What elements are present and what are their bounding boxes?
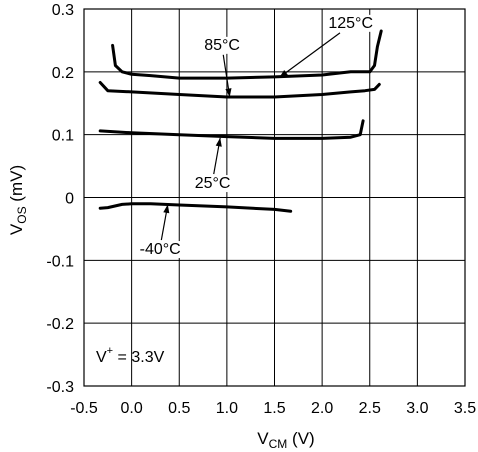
annotation-arrow-head (279, 70, 288, 78)
x-tick-label: 1.5 (263, 400, 285, 417)
x-tick-label: 2.5 (359, 400, 381, 417)
series-annotation: 85°C (204, 37, 240, 54)
annotation-background (137, 241, 183, 259)
series-line-85c (98, 81, 381, 99)
x-tick-label: 0.0 (121, 400, 143, 417)
plot-frame (83, 8, 466, 387)
series-annotation: 125°C (328, 15, 373, 32)
x-tick-label: -0.5 (70, 400, 98, 417)
x-tick-label: 1.0 (216, 400, 238, 417)
x-axis-label: VCM (V) (257, 429, 314, 451)
y-tick-label: -0.1 (46, 253, 74, 270)
y-tick-label: 0.1 (52, 128, 74, 145)
y-tick-label: -0.3 (46, 379, 74, 396)
annotation-background (192, 175, 233, 193)
annotation-arrow-line (278, 32, 341, 78)
condition-label: V+ = 3.3V (96, 345, 165, 366)
series-annotation: -40°C (140, 241, 181, 258)
y-tick-label: 0 (65, 191, 74, 208)
annotation-group: 125°C 85°C 25°C -40°C (137, 14, 376, 259)
x-tick-label: 3.5 (454, 400, 476, 417)
series-line-25c (98, 119, 365, 140)
grid (83, 8, 466, 387)
x-tick-label: 0.5 (168, 400, 190, 417)
annotation-arrow-head (215, 137, 222, 147)
annotation-arrow-head (225, 88, 232, 97)
y-axis-label: VOS (mV) (7, 165, 29, 235)
series-line-125c (111, 29, 383, 80)
y-tick-label: 0.3 (52, 2, 74, 19)
series-annotation: 25°C (195, 175, 231, 192)
annotation-background (326, 14, 376, 32)
annotation-arrow-head (163, 204, 170, 214)
y-tick-label: 0.2 (52, 65, 74, 82)
series-group (98, 29, 383, 213)
tick-labels: -0.5 0.0 0.5 1.0 1.5 2.0 2.5 3.0 3.5 0.3 0.2 0.1 0 -0… (46, 2, 476, 417)
x-tick-label: 3.0 (406, 400, 428, 417)
annotation-background (202, 36, 242, 54)
series-line-minus40c (98, 202, 293, 213)
x-tick-label: 2.0 (311, 400, 333, 417)
y-tick-label: -0.2 (46, 316, 74, 333)
